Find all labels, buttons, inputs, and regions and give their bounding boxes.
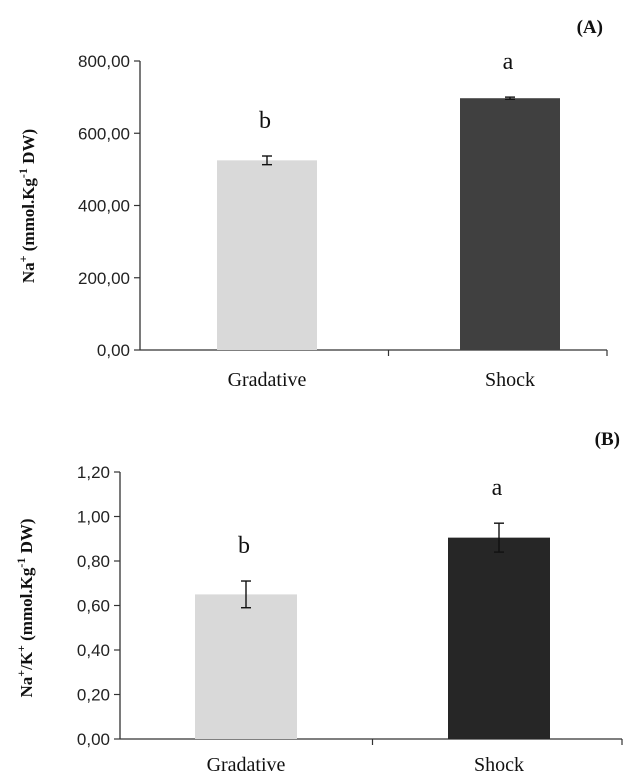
y-tick-label: 600,00 [78, 124, 130, 143]
y-tick-label: 800,00 [78, 52, 130, 71]
significance-letter: b [238, 533, 250, 559]
y-axis-label-text: (mmol.Kg [19, 178, 38, 256]
y-tick-label: 0,20 [77, 686, 110, 705]
y-axis-label-superscript: -1 [14, 558, 28, 568]
x-category-label: Shock [474, 754, 524, 776]
panel-label: (A) [577, 17, 603, 38]
y-axis-label-text: DW) [19, 129, 38, 168]
bar-gradative [195, 594, 297, 739]
y-tick-label: 0,00 [77, 730, 110, 749]
chart-panel-1: 0,00 200,00 400,00 600,00 800,00 b Gradative a S… [16, 17, 608, 391]
y-axis-label: Na+/K+ (mmol.Kg-1 DW) [14, 518, 36, 697]
y-tick-label: 0,40 [77, 641, 110, 660]
y-axis-label-text: Na [17, 676, 36, 697]
y-axis-label-superscript: -1 [16, 168, 30, 178]
y-tick-label: 1,00 [77, 508, 110, 527]
bar-gradative [217, 160, 317, 350]
y-tick-label: 0,80 [77, 552, 110, 571]
y-axis-label-superscript: + [14, 670, 28, 677]
y-tick-label: 200,00 [78, 269, 130, 288]
y-tick-label: 400,00 [78, 197, 130, 216]
y-axis-label-text: (mmol.Kg [17, 567, 36, 645]
y-axis-label-text: /K [17, 651, 36, 671]
significance-letter: a [492, 475, 503, 501]
bar-shock [460, 98, 560, 351]
y-axis-label-superscript: + [16, 255, 30, 262]
x-category-label: Gradative [207, 754, 286, 776]
bar-shock [448, 537, 550, 739]
significance-letter: a [503, 49, 514, 75]
chart-panel-2: 0,00 0,20 0,40 0,60 0,80 1,00 1,20 b Gradative a S… [14, 429, 623, 776]
panel-label: (B) [595, 429, 620, 450]
y-tick-label: 1,20 [77, 463, 110, 482]
y-axis-label-superscript: + [14, 645, 28, 652]
significance-letter: b [259, 108, 271, 134]
y-axis-label: Na+ (mmol.Kg-1 DW) [16, 129, 38, 283]
x-category-label: Shock [485, 369, 535, 391]
y-tick-label: 0,60 [77, 597, 110, 616]
y-axis-label-text: DW) [17, 518, 36, 557]
x-category-label: Gradative [228, 369, 307, 391]
y-axis-label-text: Na [19, 262, 38, 283]
y-tick-label: 0,00 [97, 341, 130, 360]
